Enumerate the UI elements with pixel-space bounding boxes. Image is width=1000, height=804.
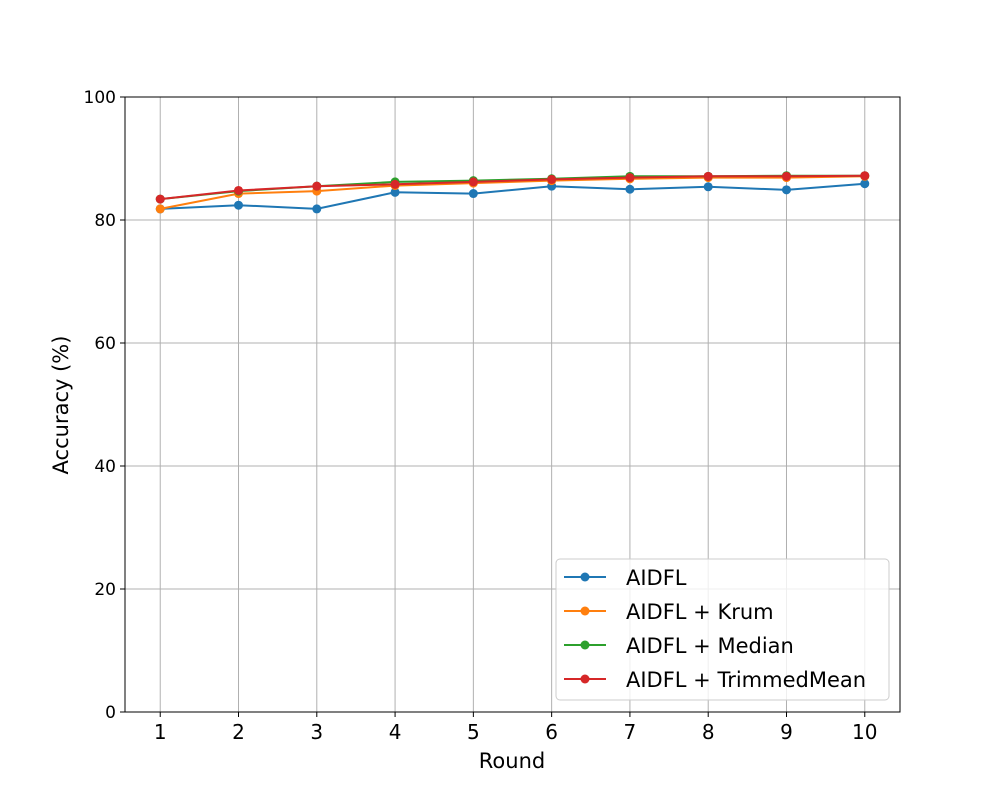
data-point — [234, 200, 244, 210]
data-point — [234, 185, 244, 195]
series-line — [160, 175, 865, 210]
data-point — [155, 194, 165, 204]
y-tick-label: 40 — [94, 457, 116, 477]
x-tick-label: 6 — [545, 720, 558, 744]
data-point — [468, 189, 478, 199]
legend-marker — [580, 674, 590, 684]
legend-box — [555, 558, 890, 701]
data-point — [625, 184, 635, 194]
series-lines — [155, 171, 870, 214]
plot-frame — [124, 96, 901, 713]
x-tick-label: 4 — [389, 720, 402, 744]
data-point — [860, 179, 870, 189]
legend-marker — [580, 640, 590, 650]
series-line — [160, 174, 865, 201]
data-point — [312, 181, 322, 191]
y-tick-label: 60 — [94, 334, 116, 354]
legend-label: AIDFL + TrimmedMean — [626, 668, 866, 692]
x-tick-label: 7 — [624, 720, 637, 744]
x-tick-label: 3 — [310, 720, 323, 744]
legend-label: AIDFL + Median — [626, 634, 794, 658]
y-tick-label: 80 — [94, 211, 116, 231]
data-point — [860, 171, 870, 181]
x-tick-label: 9 — [780, 720, 793, 744]
data-point — [155, 204, 165, 214]
data-point — [703, 182, 713, 192]
y-axis-label: Accuracy (%) — [49, 336, 73, 475]
x-tick-label: 10 — [852, 720, 877, 744]
legend-label: AIDFL + Krum — [626, 600, 774, 624]
data-point — [703, 171, 713, 181]
legend-marker — [580, 606, 590, 616]
series-line — [160, 182, 865, 210]
y-tick-label: 100 — [84, 88, 116, 108]
data-point — [390, 179, 400, 189]
x-axis-label: Round — [479, 749, 545, 773]
legend-marker — [580, 572, 590, 582]
x-tick-label: 2 — [232, 720, 245, 744]
legend-label: AIDFL — [626, 566, 687, 590]
data-point — [781, 185, 791, 195]
x-tick-label: 5 — [467, 720, 480, 744]
data-point — [468, 177, 478, 187]
y-axis-ticks: 0 20 40 60 80 100 — [84, 88, 125, 723]
data-point — [625, 173, 635, 183]
data-point — [390, 187, 400, 197]
x-tick-label: 8 — [702, 720, 715, 744]
data-point — [781, 171, 791, 181]
legend: AIDFL AIDFL + Krum AIDFL + Median AIDFL + T… — [555, 558, 890, 701]
y-tick-label: 0 — [105, 703, 116, 723]
data-point — [547, 174, 557, 184]
y-tick-label: 20 — [94, 580, 116, 600]
x-tick-label: 1 — [154, 720, 167, 744]
x-axis-ticks: 1 2 3 4 5 6 7 8 9 10 — [154, 712, 877, 744]
series-line — [160, 174, 865, 201]
data-point — [312, 204, 322, 214]
